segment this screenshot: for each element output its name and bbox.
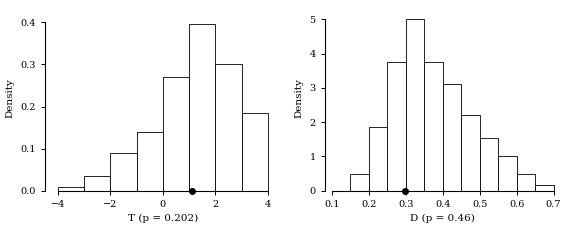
Bar	[387, 62, 406, 191]
Bar	[110, 153, 136, 191]
Bar	[461, 115, 480, 191]
Bar	[498, 156, 517, 191]
Y-axis label: Density: Density	[6, 78, 15, 118]
Bar	[58, 187, 84, 191]
Y-axis label: Density: Density	[295, 78, 304, 118]
Bar	[406, 19, 424, 191]
X-axis label: D (p = 0.46): D (p = 0.46)	[410, 214, 475, 224]
X-axis label: T (p = 0.202): T (p = 0.202)	[128, 214, 198, 224]
Bar	[517, 174, 535, 191]
Bar	[535, 185, 554, 191]
Bar	[84, 176, 110, 191]
Bar	[163, 77, 189, 191]
Bar	[241, 113, 268, 191]
Bar	[350, 174, 369, 191]
Bar	[215, 65, 241, 191]
Bar	[424, 62, 443, 191]
Bar	[369, 127, 387, 191]
Bar	[189, 25, 215, 191]
Bar	[443, 85, 461, 191]
Bar	[480, 138, 498, 191]
Bar	[136, 132, 163, 191]
